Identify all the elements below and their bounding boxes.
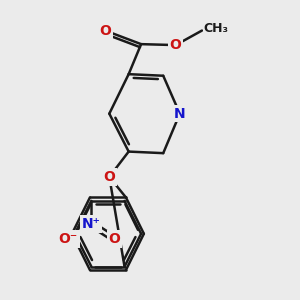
Text: N: N [174,107,186,121]
Text: O⁻: O⁻ [58,232,78,246]
Text: O: O [103,170,115,184]
Text: O: O [99,24,111,38]
Text: O: O [109,232,120,246]
Text: N⁺: N⁺ [82,217,101,231]
Text: CH₃: CH₃ [204,22,229,35]
Text: O: O [170,38,182,52]
